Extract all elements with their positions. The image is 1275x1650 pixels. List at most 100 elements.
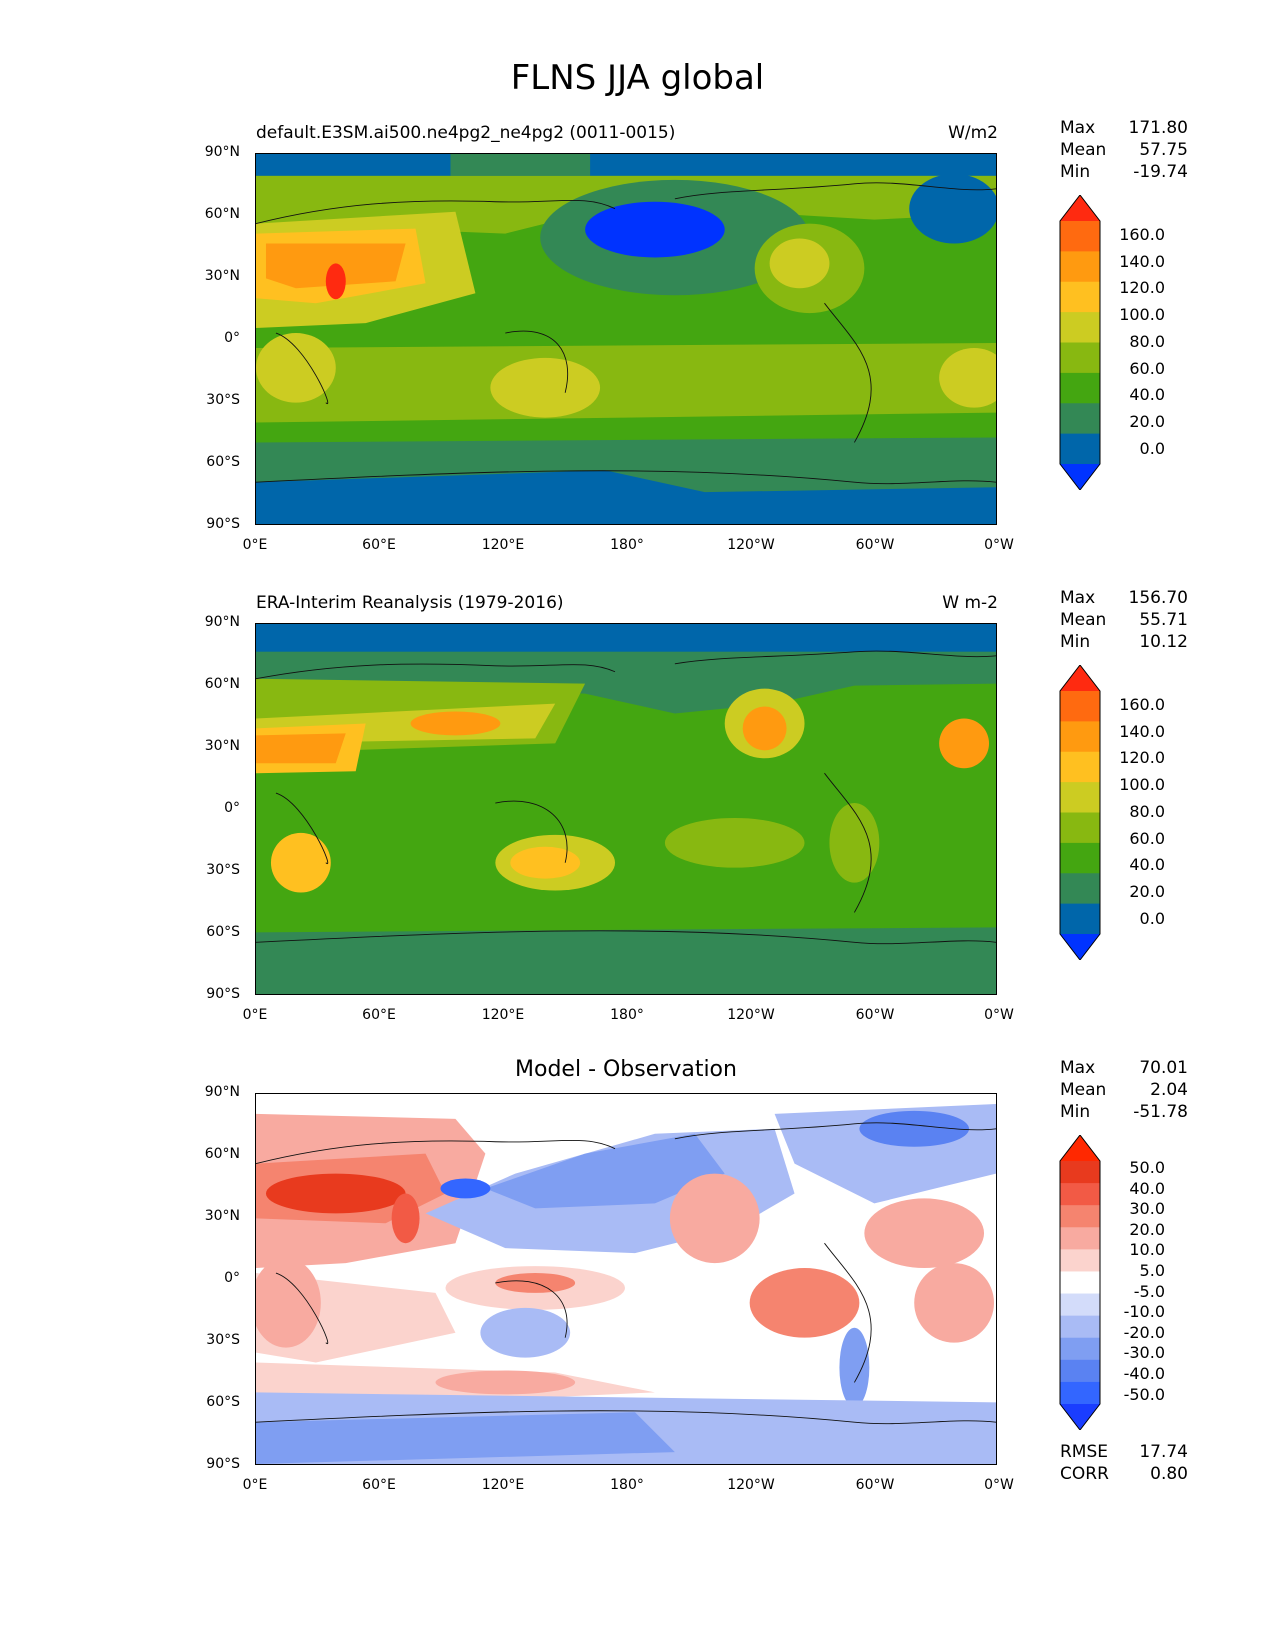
p1-lat-60s: 60°S bbox=[206, 454, 240, 470]
cbar-label: -30.0 bbox=[1123, 1343, 1165, 1363]
p3-lon-0w: 0°W bbox=[984, 1477, 1014, 1493]
panel1-colorbar-labels: 160.0 140.0 120.0 100.0 80.0 60.0 40.0 2… bbox=[1110, 222, 1165, 462]
colorbar-segment bbox=[1060, 1359, 1100, 1383]
panel3-npac-blue2 bbox=[485, 1133, 725, 1209]
p2-lon-60w: 60°W bbox=[855, 1007, 895, 1023]
panel2-safrica-y bbox=[270, 832, 331, 893]
panel3-satl-red bbox=[914, 1263, 995, 1343]
cbar-label: 120.0 bbox=[1119, 278, 1165, 298]
panel2-tibet bbox=[410, 711, 501, 736]
stat-max-value: 70.01 bbox=[1139, 1058, 1188, 1078]
cbar-label: 120.0 bbox=[1119, 748, 1165, 768]
colorbar-segment bbox=[1060, 372, 1100, 404]
corr-label: CORR bbox=[1060, 1464, 1109, 1484]
colorbar-segment bbox=[1060, 903, 1100, 935]
p2-lon-60e: 60°E bbox=[362, 1007, 396, 1023]
panel3-australia-blue bbox=[480, 1307, 571, 1358]
rmse-value: 17.74 bbox=[1139, 1442, 1188, 1462]
colorbar-outline bbox=[1059, 1135, 1101, 1430]
colorbar-segment bbox=[1060, 281, 1100, 313]
colorbar-segment bbox=[1060, 842, 1100, 874]
panel2-spacific bbox=[664, 817, 805, 868]
colorbar-segment bbox=[1060, 1337, 1100, 1361]
p2-lat-90n: 90°N bbox=[204, 614, 240, 630]
panel2-north-green bbox=[256, 651, 996, 714]
p2-lat-60n: 60°N bbox=[204, 676, 240, 692]
stat-min-value: -51.78 bbox=[1133, 1102, 1188, 1122]
p3-lat-60s: 60°S bbox=[206, 1394, 240, 1410]
panel2-arctic bbox=[256, 624, 996, 652]
cbar-label: -50.0 bbox=[1123, 1384, 1165, 1404]
stat-mean-value: 57.75 bbox=[1139, 140, 1188, 160]
panel2-title: ERA-Interim Reanalysis (1979-2016) bbox=[256, 593, 564, 613]
p2-lon-180: 180° bbox=[610, 1007, 644, 1023]
cbar-label: 40.0 bbox=[1129, 385, 1165, 405]
colorbar-extend-top bbox=[1060, 665, 1100, 691]
cbar-label: 60.0 bbox=[1129, 358, 1165, 378]
p1-lon-120e: 120°E bbox=[481, 537, 525, 553]
panel1-arctic-blue bbox=[909, 173, 996, 244]
cbar-label: 10.0 bbox=[1129, 1240, 1165, 1260]
stat-min-value: -19.74 bbox=[1133, 162, 1188, 182]
colorbar-segment bbox=[1060, 403, 1100, 435]
p1-lon-0w: 0°W bbox=[984, 537, 1014, 553]
cbar-label: 20.0 bbox=[1129, 1219, 1165, 1239]
panel1-namerica-o bbox=[769, 238, 830, 289]
p3-lat-90n: 90°N bbox=[204, 1084, 240, 1100]
colorbar-outline bbox=[1059, 195, 1101, 490]
panel2-sahara-r bbox=[256, 733, 346, 764]
panel1-coast bbox=[256, 182, 996, 485]
stat-mean-label: Mean bbox=[1060, 140, 1107, 160]
panel2-seatl bbox=[939, 718, 990, 769]
stat-min-label: Min bbox=[1060, 162, 1091, 182]
cbar-label: 40.0 bbox=[1129, 855, 1165, 875]
cbar-label: 100.0 bbox=[1119, 305, 1165, 325]
panel1-units: W/m2 bbox=[948, 123, 998, 143]
p1-lat-90n: 90°N bbox=[204, 144, 240, 160]
panel1-stats: Max 171.80 Mean 57.75 Min -19.74 bbox=[1060, 117, 1188, 183]
panel1-colorbar bbox=[1059, 195, 1101, 490]
colorbar-segment bbox=[1060, 221, 1100, 252]
cbar-label: -5.0 bbox=[1133, 1281, 1165, 1301]
panel1-tropic-band bbox=[256, 342, 996, 423]
cbar-label: 160.0 bbox=[1119, 225, 1165, 244]
figure-title: FLNS JJA global bbox=[510, 58, 765, 98]
panel3-colorbar-labels: 50.0 40.0 30.0 20.0 10.0 5.0 -5.0 -10.0 … bbox=[1110, 1158, 1165, 1405]
p1-lon-120w: 120°W bbox=[727, 537, 775, 553]
stat-min-label: Min bbox=[1060, 1102, 1091, 1122]
colorbar-segment bbox=[1060, 1183, 1100, 1206]
panel1-seatl bbox=[939, 347, 996, 408]
colorbar-segment bbox=[1060, 873, 1100, 905]
panel1-arctic-b bbox=[450, 154, 591, 176]
panel1-arctic bbox=[256, 154, 996, 176]
colorbar-outline bbox=[1059, 665, 1101, 960]
p3-lat-60n: 60°N bbox=[204, 1146, 240, 1162]
cbar-label: 140.0 bbox=[1119, 721, 1165, 741]
p3-lat-90s: 90°S bbox=[206, 1456, 240, 1472]
panel3-so-red bbox=[435, 1370, 576, 1395]
panel2-units: W m-2 bbox=[942, 593, 998, 613]
stat-min-label: Min bbox=[1060, 632, 1091, 652]
p3-lon-120e: 120°E bbox=[481, 1477, 525, 1493]
cbar-label: -10.0 bbox=[1123, 1302, 1165, 1322]
p2-lon-0e: 0°E bbox=[242, 1007, 268, 1023]
panel3-metrics: RMSE 17.74 CORR 0.80 bbox=[1060, 1441, 1188, 1485]
p1-lat-30s: 30°S bbox=[206, 392, 240, 408]
p1-lat-30n: 30°N bbox=[204, 268, 240, 284]
cbar-label: 160.0 bbox=[1119, 695, 1165, 714]
p3-lon-60w: 60°W bbox=[855, 1477, 895, 1493]
stat-max-label: Max bbox=[1060, 118, 1096, 138]
panel1-safrica bbox=[256, 333, 336, 403]
panel1-field bbox=[256, 154, 996, 524]
colorbar-segment bbox=[1060, 1205, 1100, 1228]
p3-lon-60e: 60°E bbox=[362, 1477, 396, 1493]
p2-lat-90s: 90°S bbox=[206, 986, 240, 1002]
p2-lat-0: 0° bbox=[224, 800, 240, 816]
panel3-stats: Max 70.01 Mean 2.04 Min -51.78 bbox=[1060, 1057, 1188, 1123]
panel1-australia bbox=[490, 357, 601, 418]
colorbar-extend-bottom bbox=[1060, 1404, 1100, 1430]
panel1-antarctic bbox=[256, 470, 996, 524]
colorbar-segment bbox=[1060, 1293, 1100, 1317]
cbar-label: -40.0 bbox=[1123, 1363, 1165, 1383]
panel1-npac-blue bbox=[585, 201, 725, 258]
